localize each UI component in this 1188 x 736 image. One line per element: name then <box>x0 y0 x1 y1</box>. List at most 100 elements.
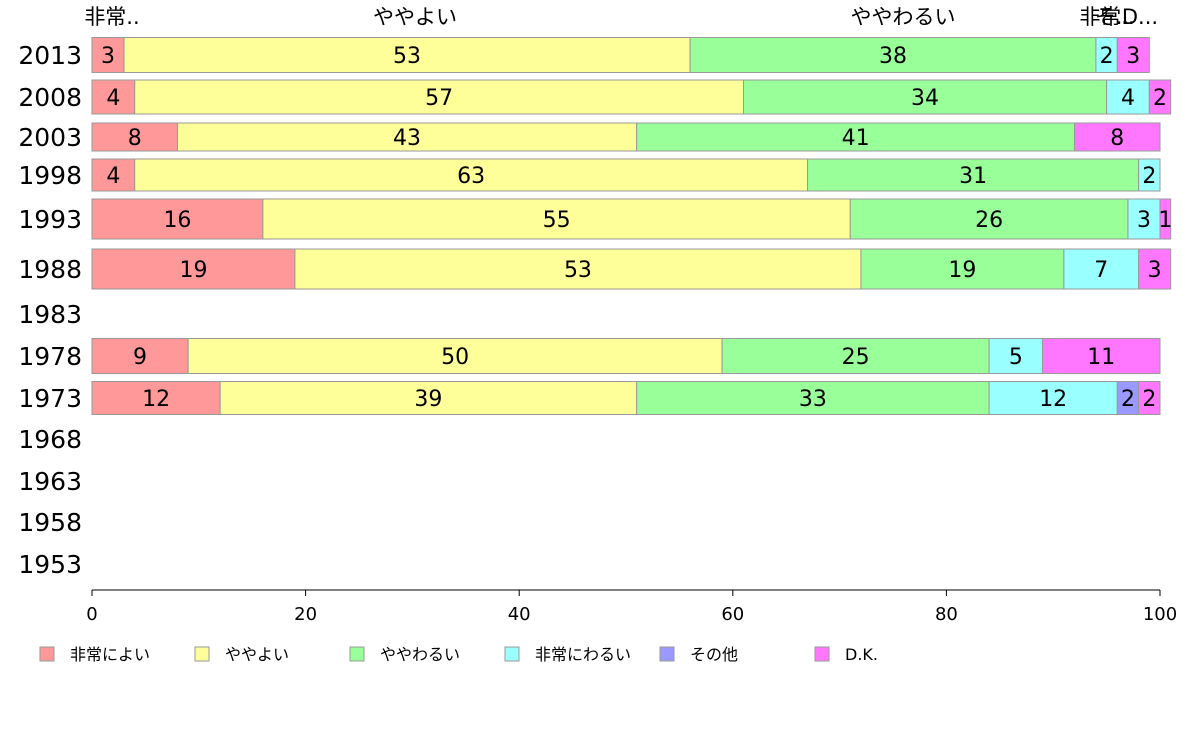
bar-value-label: 25 <box>842 345 870 370</box>
bar-segment <box>176 122 638 152</box>
bar-value-label: 34 <box>911 86 939 111</box>
y-tick-label: 1963 <box>18 467 82 496</box>
bar-value-label: 9 <box>133 345 147 370</box>
bar-value-label: 5 <box>1009 345 1023 370</box>
legend-swatch <box>194 646 210 662</box>
bar-segment <box>91 37 125 73</box>
bar-value-label: 12 <box>142 387 170 412</box>
x-tick-label: 60 <box>721 604 744 625</box>
y-tick-label: 1973 <box>18 384 82 413</box>
bar-value-label: 2 <box>1142 387 1156 412</box>
bar-segment <box>1127 198 1161 240</box>
bar-segment <box>1138 381 1161 415</box>
legend: 非常によい ややよい ややわるい 非常にわるい その他 D.K. <box>39 645 878 664</box>
bar-segment <box>860 248 1065 290</box>
bar-value-label: 38 <box>879 44 907 69</box>
y-axis-labels: 2013 2008 2003 1998 1993 1988 1983 1978 1973 1968… <box>18 41 82 579</box>
bars: 3 53 38 2 34 57 34 4 28 43 41 84 63 31 216 55 26 3 119 53 19… <box>91 37 1172 415</box>
legend-label: その他 <box>690 645 738 664</box>
bar-value-label: 1 <box>1158 208 1172 233</box>
bar-segment <box>91 338 189 374</box>
legend-label: ややよい <box>225 645 289 664</box>
top-series-labels: 非常.. ややよい ややわるい 非常..そ..D... <box>84 5 1158 29</box>
legend-label: 非常によい <box>70 645 150 664</box>
bar-value-label: 19 <box>948 258 976 283</box>
top-series-label: 非常.. <box>1079 5 1134 29</box>
bar-value-label: 55 <box>543 208 571 233</box>
bar-segment <box>294 248 862 290</box>
bar-segment <box>742 79 1108 115</box>
bar-segment <box>636 122 1076 152</box>
bar-segment <box>1116 37 1150 73</box>
bar-value-label: 16 <box>163 208 191 233</box>
bar-segment <box>219 381 638 415</box>
bar-value-label: 50 <box>441 345 469 370</box>
bar-value-label: 8 <box>1110 126 1124 151</box>
x-tick-label: 40 <box>508 604 531 625</box>
bar-segment <box>91 381 221 415</box>
bar-value-label: 4 <box>106 164 120 189</box>
y-tick-label: 1968 <box>18 425 82 454</box>
bar-segment <box>988 381 1118 415</box>
legend-label: D.K. <box>845 645 878 664</box>
bar-value-label: 2 <box>1142 164 1156 189</box>
bar-value-label: 63 <box>457 164 485 189</box>
y-tick-label: 1998 <box>18 161 82 190</box>
y-tick-label: 1993 <box>18 205 82 234</box>
y-tick-label: 1983 <box>18 300 82 329</box>
bar-value-label: 39 <box>414 387 442 412</box>
bar-segment <box>1138 158 1161 192</box>
legend-swatch <box>349 646 365 662</box>
y-tick-label: 2013 <box>18 41 82 70</box>
y-tick-label: 1978 <box>18 342 82 371</box>
legend-swatch <box>659 646 675 662</box>
y-tick-label: 1953 <box>18 550 82 579</box>
bar-value-label: 7 <box>1094 258 1108 283</box>
bar-value-label: 12 <box>1039 387 1067 412</box>
x-tick-label: 80 <box>935 604 958 625</box>
bar-value-label: 3 <box>1126 44 1140 69</box>
bar-segment <box>636 381 990 415</box>
x-axis: 0 20 40 60 80 100 <box>86 589 1177 625</box>
bar-value-label: 3 <box>1137 208 1151 233</box>
bar-segment <box>1063 248 1140 290</box>
bar-segment <box>1148 79 1172 115</box>
bar-segment <box>91 158 136 192</box>
bar-value-label: 2 <box>1100 44 1114 69</box>
y-tick-label: 2008 <box>18 83 82 112</box>
bar-segment <box>807 158 1140 192</box>
bar-segment <box>91 79 136 115</box>
bar-segment <box>91 122 178 152</box>
bar-value-label: 57 <box>425 86 453 111</box>
legend-swatch <box>39 646 55 662</box>
bar-segment <box>1159 198 1172 240</box>
y-tick-label: 1958 <box>18 508 82 537</box>
bar-segment <box>988 338 1044 374</box>
bar-value-label: 3 <box>101 44 115 69</box>
bar-segment <box>1138 248 1172 290</box>
bar-segment <box>1042 338 1161 374</box>
bar-segment <box>1074 122 1161 152</box>
x-tick-label: 0 <box>86 604 97 625</box>
legend-swatch <box>814 646 830 662</box>
y-tick-label: 2003 <box>18 123 82 152</box>
x-tick-label: 100 <box>1143 604 1177 625</box>
bar-segment <box>849 198 1129 240</box>
bar-value-label: 3 <box>1148 258 1162 283</box>
bar-value-label: 11 <box>1087 345 1115 370</box>
bar-segment <box>262 198 851 240</box>
x-tick-label: 20 <box>294 604 317 625</box>
bar-value-label: 41 <box>842 126 870 151</box>
bar-value-label: 43 <box>393 126 421 151</box>
y-tick-label: 1988 <box>18 255 82 284</box>
bar-value-label: 31 <box>959 164 987 189</box>
top-series-label: D... <box>1122 5 1158 29</box>
bar-value-label: 8 <box>128 126 142 151</box>
top-series-label: ややよい <box>373 5 457 29</box>
top-series-label: ややわるい <box>851 5 956 29</box>
bar-value-label: 26 <box>975 208 1003 233</box>
bar-segment <box>1106 79 1150 115</box>
bar-value-label: 4 <box>1121 86 1135 111</box>
bar-segment <box>187 338 723 374</box>
